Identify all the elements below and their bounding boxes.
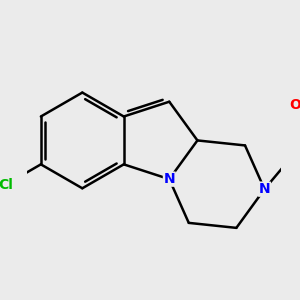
Text: N: N <box>259 182 270 196</box>
Text: O: O <box>289 98 300 112</box>
Text: Cl: Cl <box>0 178 13 192</box>
Text: N: N <box>164 172 175 186</box>
